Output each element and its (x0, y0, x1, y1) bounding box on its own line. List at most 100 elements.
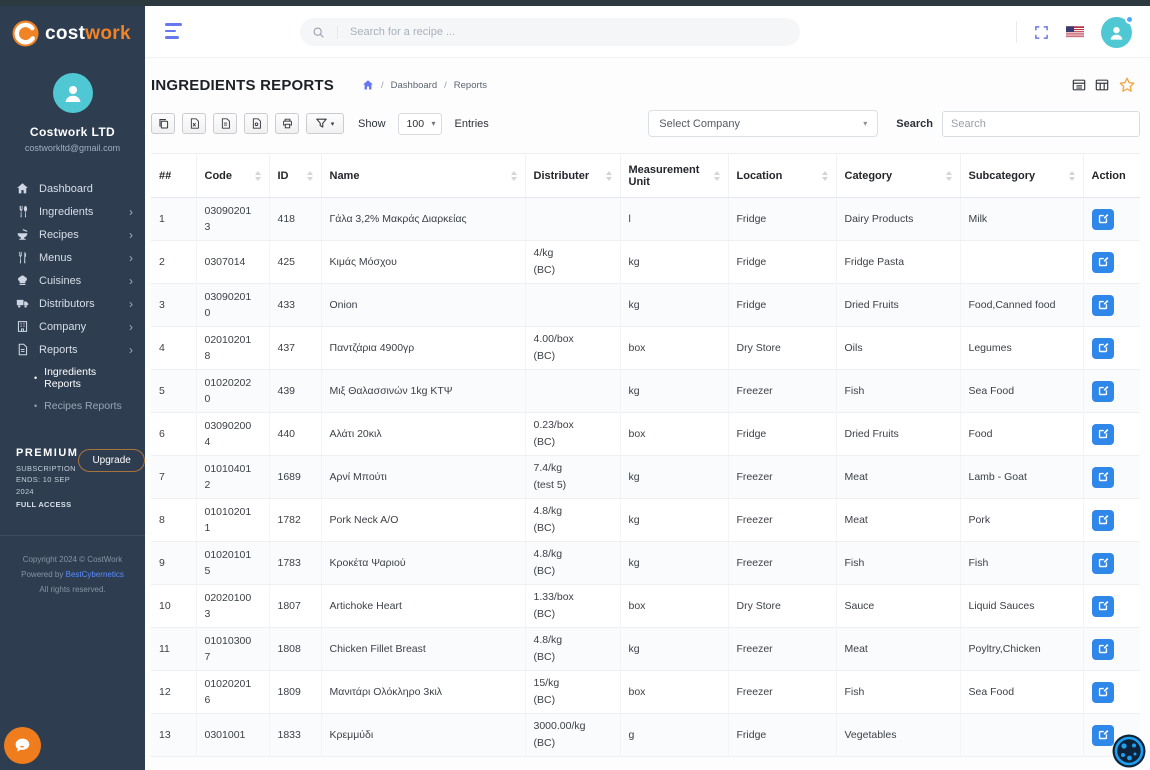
edit-row-button[interactable] (1091, 552, 1114, 574)
edit-row-button[interactable] (1091, 208, 1114, 230)
column-header-category[interactable]: Category (835, 153, 960, 198)
cell-id: 439 (268, 369, 321, 413)
filter-button[interactable]: ▾ (306, 113, 344, 134)
cell-action (1082, 455, 1140, 499)
breadcrumb-item-dashboard[interactable]: Dashboard (390, 79, 438, 91)
column-header-measurement-unit[interactable]: Measurement Unit (619, 153, 728, 198)
print-icon (282, 118, 293, 129)
sidebar-submenu: • Ingredients Reports • Recipes Reports (0, 361, 145, 417)
edit-row-button[interactable] (1091, 724, 1114, 746)
table-header-row: ## Code ID Name Distributer Measurement Unit L… (151, 153, 1140, 198)
cell-distributer: 15/kg (BC) (524, 670, 620, 714)
sidebar-item-dashboard[interactable]: Dashboard (0, 177, 145, 200)
cell-location: Fridge (727, 283, 836, 327)
upgrade-button[interactable]: Upgrade (78, 449, 145, 472)
cell-code: 010202020 (195, 369, 269, 413)
breadcrumb: / Dashboard / Reports (362, 79, 487, 91)
column-header-name[interactable]: Name (320, 153, 525, 198)
cell-action (1082, 283, 1140, 327)
file-csv-button[interactable] (213, 113, 237, 134)
sidebar-subitem-recipes-reports[interactable]: • Recipes Reports (0, 395, 145, 417)
edit-row-button[interactable] (1091, 251, 1114, 273)
sidebar-item-company[interactable]: Company › (0, 315, 145, 338)
breadcrumb-item-reports[interactable]: Reports (453, 79, 488, 91)
entries-label: Entries (454, 117, 489, 130)
edit-row-button[interactable] (1091, 595, 1114, 617)
column-header-id[interactable]: ID (268, 153, 321, 198)
cell-row-number: 10 (151, 584, 196, 628)
home-icon[interactable] (362, 79, 374, 91)
cell-code: 0301001 (195, 713, 269, 757)
cell-location: Fridge (727, 197, 836, 241)
table-row: 13 0301001 1833 Κρεμμύδι 3000.00/kg (BC) g Fri… (151, 713, 1140, 757)
edit-row-button[interactable] (1091, 638, 1114, 660)
sidebar-user-block: Costwork LTD costworkltd@gmail.com (0, 73, 145, 153)
sidebar-divider (0, 534, 145, 536)
cell-unit: kg (619, 627, 728, 671)
hamburger-menu-icon[interactable] (165, 23, 183, 39)
column-header-subcategory[interactable]: Subcategory (959, 153, 1083, 198)
edit-row-button[interactable] (1091, 681, 1114, 703)
print-button[interactable] (275, 113, 299, 134)
cell-name: Κιμάς Μόσχου (320, 240, 525, 284)
chevron-right-icon: › (129, 250, 133, 265)
sidebar-item-ingredients[interactable]: Ingredients › (0, 200, 145, 223)
column-header-code[interactable]: Code (195, 153, 269, 198)
sidebar-subitem-ingredients-reports[interactable]: • Ingredients Reports (0, 361, 145, 395)
table-row: 3 030902010 433 Onion kg Fridge Dried Fruits Fo… (151, 283, 1140, 327)
filter-caret-icon: ▾ (330, 120, 335, 128)
cell-id: 440 (268, 412, 321, 456)
cell-name: Pork Neck A/O (320, 498, 525, 542)
user-avatar[interactable] (52, 73, 93, 113)
sidebar-item-recipes[interactable]: Recipes › (0, 223, 145, 246)
cell-distributer: 0.23/box (BC) (524, 412, 620, 456)
cell-subcategory: Fish (959, 541, 1083, 585)
cell-category: Sauce (835, 584, 960, 628)
sort-icon (600, 170, 612, 181)
column-header-location[interactable]: Location (727, 153, 836, 198)
company-select[interactable]: Select Company ▾ (648, 110, 879, 137)
cell-row-number: 9 (151, 541, 196, 585)
recipe-search-input[interactable] (338, 26, 800, 38)
profile-avatar[interactable] (1101, 14, 1134, 48)
truck-icon (16, 297, 31, 310)
table-columns-icon[interactable] (1095, 78, 1109, 92)
cell-row-number: 5 (151, 369, 196, 413)
cell-row-number: 12 (151, 670, 196, 714)
table-layout-icon[interactable] (1072, 78, 1086, 92)
file-pdf-icon (251, 118, 262, 129)
edit-row-button[interactable] (1091, 380, 1114, 402)
edit-row-button[interactable] (1091, 466, 1114, 488)
fullscreen-icon[interactable] (1034, 25, 1049, 40)
recipes-icon (16, 228, 31, 241)
file-pdf-button[interactable] (244, 113, 268, 134)
edit-row-button[interactable] (1091, 509, 1114, 531)
powered-by-link[interactable]: BestCybernetics (65, 569, 124, 579)
cell-code: 030902013 (195, 197, 269, 241)
table-search-input[interactable] (942, 110, 1140, 137)
sidebar-item-label: Reports (39, 343, 78, 356)
accessibility-widget-button[interactable] (1111, 733, 1147, 769)
favorite-star-icon[interactable] (1118, 76, 1136, 94)
entries-per-page-select[interactable]: 100 ▾ (397, 112, 442, 135)
file-excel-button[interactable] (182, 113, 206, 134)
cell-distributer: 7.4/kg (test 5) (524, 455, 620, 499)
sidebar-item-reports[interactable]: Reports › (0, 338, 145, 361)
sidebar-item-distributors[interactable]: Distributors › (0, 292, 145, 315)
edit-row-button[interactable] (1091, 294, 1114, 316)
cell-category: Dried Fruits (835, 412, 960, 456)
sidebar-item-menus[interactable]: Menus › (0, 246, 145, 269)
copy-button[interactable] (151, 113, 175, 134)
edit-row-button[interactable] (1091, 337, 1114, 359)
sidebar-item-cuisines[interactable]: Cuisines › (0, 269, 145, 292)
copy-icon (158, 118, 169, 129)
table-row: 9 010201015 1783 Κροκέτα Ψαριού 4.8/kg (BC) k… (151, 541, 1140, 585)
column-header-distributer[interactable]: Distributer (524, 153, 620, 198)
language-flag-icon[interactable] (1066, 26, 1084, 38)
cell-action (1082, 326, 1140, 370)
brand-logo[interactable]: costwork (0, 6, 145, 59)
cell-category: Fish (835, 541, 960, 585)
chat-widget-button[interactable] (4, 727, 41, 764)
copyright-text: Copyright 2024 © CostWork (22, 554, 123, 564)
edit-row-button[interactable] (1091, 423, 1114, 445)
